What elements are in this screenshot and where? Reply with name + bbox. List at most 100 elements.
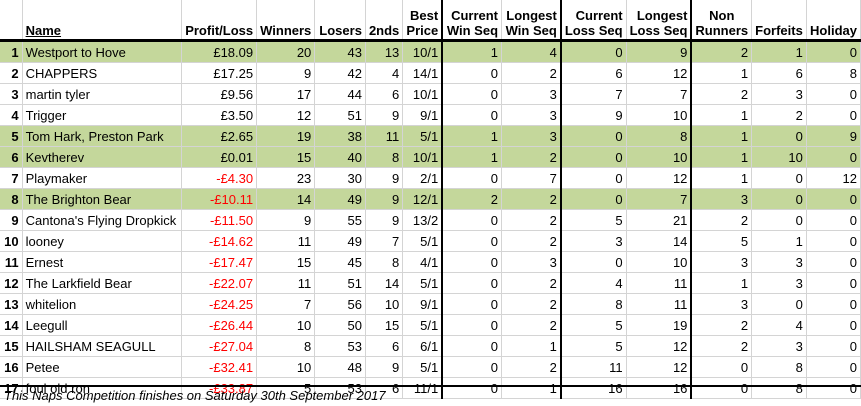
cell-current-win-seq[interactable]: 0	[441, 272, 503, 294]
cell-non-runners[interactable]: 1	[691, 104, 753, 126]
cell-profit-loss[interactable]: £9.56	[181, 83, 258, 105]
cell-current-loss-seq[interactable]: 16	[560, 377, 627, 399]
cell-non-runners[interactable]: 2	[691, 314, 753, 336]
cell-winners[interactable]: 19	[256, 125, 316, 147]
cell-winners[interactable]: 5	[256, 377, 316, 399]
cell-longest-win-seq[interactable]: 2	[501, 356, 562, 378]
cell-holiday[interactable]: 0	[806, 188, 861, 210]
cell-losers[interactable]: 43	[314, 40, 366, 63]
cell-rank[interactable]: 1	[0, 40, 23, 63]
cell-longest-loss-seq[interactable]: 12	[626, 335, 693, 357]
header-name[interactable]: Name	[22, 0, 183, 42]
cell-profit-loss[interactable]: £2.65	[181, 125, 258, 147]
cell-current-win-seq[interactable]: 0	[441, 230, 503, 252]
cell-rank[interactable]: 5	[0, 125, 23, 147]
cell-forfeits[interactable]: 0	[751, 293, 807, 315]
cell-non-runners[interactable]: 0	[691, 356, 753, 378]
cell-current-win-seq[interactable]: 1	[441, 40, 503, 63]
cell-losers[interactable]: 45	[314, 251, 366, 273]
cell-name[interactable]: CHAPPERS	[22, 62, 183, 84]
cell-non-runners[interactable]: 2	[691, 40, 753, 63]
cell-best-price[interactable]: 4/1	[402, 251, 443, 273]
cell-rank[interactable]: 15	[0, 335, 23, 357]
cell-seconds[interactable]: 6	[365, 83, 404, 105]
cell-winners[interactable]: 12	[256, 104, 316, 126]
cell-non-runners[interactable]: 5	[691, 230, 753, 252]
cell-best-price[interactable]: 5/1	[402, 356, 443, 378]
table-row[interactable]: 2 CHAPPERS £17.25 9 42 4 14/1 0 2 6 12 1 6 8	[0, 62, 861, 84]
cell-seconds[interactable]: 8	[365, 251, 404, 273]
cell-winners[interactable]: 10	[256, 314, 316, 336]
cell-current-win-seq[interactable]: 0	[441, 83, 503, 105]
cell-forfeits[interactable]: 3	[751, 335, 807, 357]
table-row[interactable]: 11 Ernest -£17.47 15 45 8 4/1 0 3 0 10 3 3 0	[0, 251, 861, 273]
cell-rank[interactable]: 10	[0, 230, 23, 252]
cell-longest-win-seq[interactable]: 3	[501, 125, 562, 147]
cell-longest-win-seq[interactable]: 2	[501, 188, 562, 210]
cell-forfeits[interactable]: 0	[751, 167, 807, 189]
cell-winners[interactable]: 11	[256, 230, 316, 252]
cell-seconds[interactable]: 15	[365, 314, 404, 336]
cell-longest-loss-seq[interactable]: 7	[626, 83, 693, 105]
cell-seconds[interactable]: 13	[365, 40, 404, 63]
header-best-price[interactable]: Best Price	[402, 0, 443, 42]
cell-holiday[interactable]: 0	[806, 272, 861, 294]
table-row[interactable]: 4 Trigger £3.50 12 51 9 9/1 0 3 9 10 1 2 0	[0, 104, 861, 126]
cell-longest-win-seq[interactable]: 3	[501, 83, 562, 105]
header-profit-loss[interactable]: Profit/Loss	[181, 0, 258, 42]
cell-current-win-seq[interactable]: 0	[441, 377, 503, 399]
cell-best-price[interactable]: 10/1	[402, 83, 443, 105]
cell-rank[interactable]: 17	[0, 377, 23, 399]
cell-forfeits[interactable]: 6	[751, 62, 807, 84]
cell-holiday[interactable]: 0	[806, 314, 861, 336]
cell-rank[interactable]: 7	[0, 167, 23, 189]
table-row[interactable]: 3 martin tyler £9.56 17 44 6 10/1 0 3 7 7 2 3 0	[0, 83, 861, 105]
header-longest-win-seq[interactable]: Longest Win Seq	[501, 0, 562, 42]
header-non-runners[interactable]: Non Runners	[691, 0, 753, 42]
cell-forfeits[interactable]: 10	[751, 146, 807, 168]
cell-forfeits[interactable]: 2	[751, 104, 807, 126]
cell-winners[interactable]: 14	[256, 188, 316, 210]
cell-current-win-seq[interactable]: 0	[441, 62, 503, 84]
cell-longest-loss-seq[interactable]: 10	[626, 146, 693, 168]
cell-current-loss-seq[interactable]: 0	[560, 251, 627, 273]
cell-best-price[interactable]: 5/1	[402, 272, 443, 294]
header-seconds[interactable]: 2nds	[365, 0, 404, 42]
cell-holiday[interactable]: 0	[806, 293, 861, 315]
cell-losers[interactable]: 51	[314, 272, 366, 294]
cell-losers[interactable]: 49	[314, 230, 366, 252]
cell-profit-loss[interactable]: -£14.62	[181, 230, 258, 252]
cell-longest-loss-seq[interactable]: 12	[626, 62, 693, 84]
cell-forfeits[interactable]: 1	[751, 40, 807, 63]
cell-winners[interactable]: 9	[256, 62, 316, 84]
cell-longest-loss-seq[interactable]: 11	[626, 272, 693, 294]
cell-longest-loss-seq[interactable]: 14	[626, 230, 693, 252]
cell-non-runners[interactable]: 2	[691, 83, 753, 105]
cell-current-loss-seq[interactable]: 11	[560, 356, 627, 378]
cell-holiday[interactable]: 12	[806, 167, 861, 189]
table-row[interactable]: 15 HAILSHAM SEAGULL -£27.04 8 53 6 6/1 0 1 5 12 2 3 0	[0, 335, 861, 357]
table-row[interactable]: 6 Kevtherev £0.01 15 40 8 10/1 1 2 0 10 1 10 0	[0, 146, 861, 168]
cell-profit-loss[interactable]: -£10.11	[181, 188, 258, 210]
header-winners[interactable]: Winners	[256, 0, 316, 42]
cell-losers[interactable]: 51	[314, 104, 366, 126]
cell-current-loss-seq[interactable]: 0	[560, 146, 627, 168]
cell-forfeits[interactable]: 3	[751, 272, 807, 294]
cell-name[interactable]: Westport to Hove	[22, 40, 183, 63]
cell-current-loss-seq[interactable]: 9	[560, 104, 627, 126]
cell-profit-loss[interactable]: £3.50	[181, 104, 258, 126]
cell-non-runners[interactable]: 3	[691, 188, 753, 210]
cell-current-win-seq[interactable]: 1	[441, 125, 503, 147]
cell-winners[interactable]: 20	[256, 40, 316, 63]
cell-current-win-seq[interactable]: 1	[441, 146, 503, 168]
cell-longest-loss-seq[interactable]: 10	[626, 104, 693, 126]
cell-seconds[interactable]: 8	[365, 146, 404, 168]
cell-longest-win-seq[interactable]: 2	[501, 146, 562, 168]
cell-name[interactable]: Ernest	[22, 251, 183, 273]
cell-holiday[interactable]: 8	[806, 62, 861, 84]
cell-profit-loss[interactable]: -£4.30	[181, 167, 258, 189]
cell-holiday[interactable]: 0	[806, 251, 861, 273]
cell-non-runners[interactable]: 1	[691, 146, 753, 168]
cell-forfeits[interactable]: 4	[751, 314, 807, 336]
cell-rank[interactable]: 12	[0, 272, 23, 294]
